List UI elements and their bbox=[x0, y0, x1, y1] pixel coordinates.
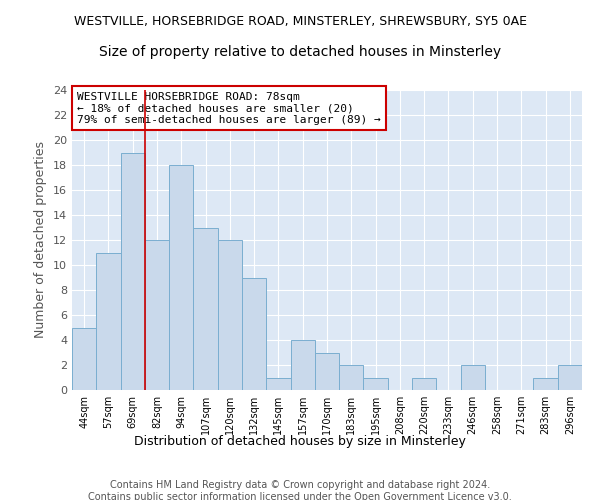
Text: Distribution of detached houses by size in Minsterley: Distribution of detached houses by size … bbox=[134, 435, 466, 448]
Bar bbox=[218, 240, 242, 390]
Bar bbox=[266, 378, 290, 390]
Bar bbox=[412, 378, 436, 390]
Bar bbox=[461, 365, 485, 390]
Bar bbox=[242, 278, 266, 390]
Bar bbox=[364, 378, 388, 390]
Bar bbox=[290, 340, 315, 390]
Bar bbox=[339, 365, 364, 390]
Text: Size of property relative to detached houses in Minsterley: Size of property relative to detached ho… bbox=[99, 45, 501, 59]
Bar bbox=[315, 352, 339, 390]
Y-axis label: Number of detached properties: Number of detached properties bbox=[34, 142, 47, 338]
Bar bbox=[558, 365, 582, 390]
Bar bbox=[121, 152, 145, 390]
Text: WESTVILLE HORSEBRIDGE ROAD: 78sqm
← 18% of detached houses are smaller (20)
79% : WESTVILLE HORSEBRIDGE ROAD: 78sqm ← 18% … bbox=[77, 92, 381, 124]
Bar bbox=[533, 378, 558, 390]
Bar bbox=[72, 328, 96, 390]
Bar bbox=[193, 228, 218, 390]
Text: Contains HM Land Registry data © Crown copyright and database right 2024.
Contai: Contains HM Land Registry data © Crown c… bbox=[88, 480, 512, 500]
Bar bbox=[145, 240, 169, 390]
Bar bbox=[169, 165, 193, 390]
Text: WESTVILLE, HORSEBRIDGE ROAD, MINSTERLEY, SHREWSBURY, SY5 0AE: WESTVILLE, HORSEBRIDGE ROAD, MINSTERLEY,… bbox=[74, 15, 527, 28]
Bar bbox=[96, 252, 121, 390]
